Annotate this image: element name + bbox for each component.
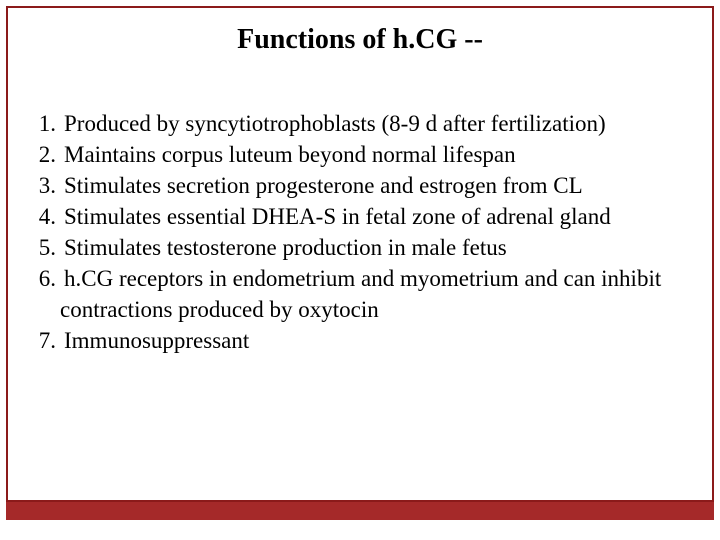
list-item: Stimulates secretion progesterone and es… — [18, 170, 694, 201]
list-item: Maintains corpus luteum beyond normal li… — [18, 139, 694, 170]
list-item: Immunosuppressant — [18, 325, 694, 356]
accent-bar — [6, 502, 714, 520]
slide: Functions of h.CG -- Produced by syncyti… — [0, 0, 720, 540]
slide-content: Produced by syncytiotrophoblasts (8-9 d … — [18, 108, 694, 356]
numbered-list: Produced by syncytiotrophoblasts (8-9 d … — [18, 108, 694, 356]
list-item: Produced by syncytiotrophoblasts (8-9 d … — [18, 108, 694, 139]
list-item: Stimulates testosterone production in ma… — [18, 232, 694, 263]
list-item: Stimulates essential DHEA-S in fetal zon… — [18, 201, 694, 232]
list-item: h.CG receptors in endometrium and myomet… — [18, 263, 694, 325]
slide-title: Functions of h.CG -- — [0, 24, 720, 56]
